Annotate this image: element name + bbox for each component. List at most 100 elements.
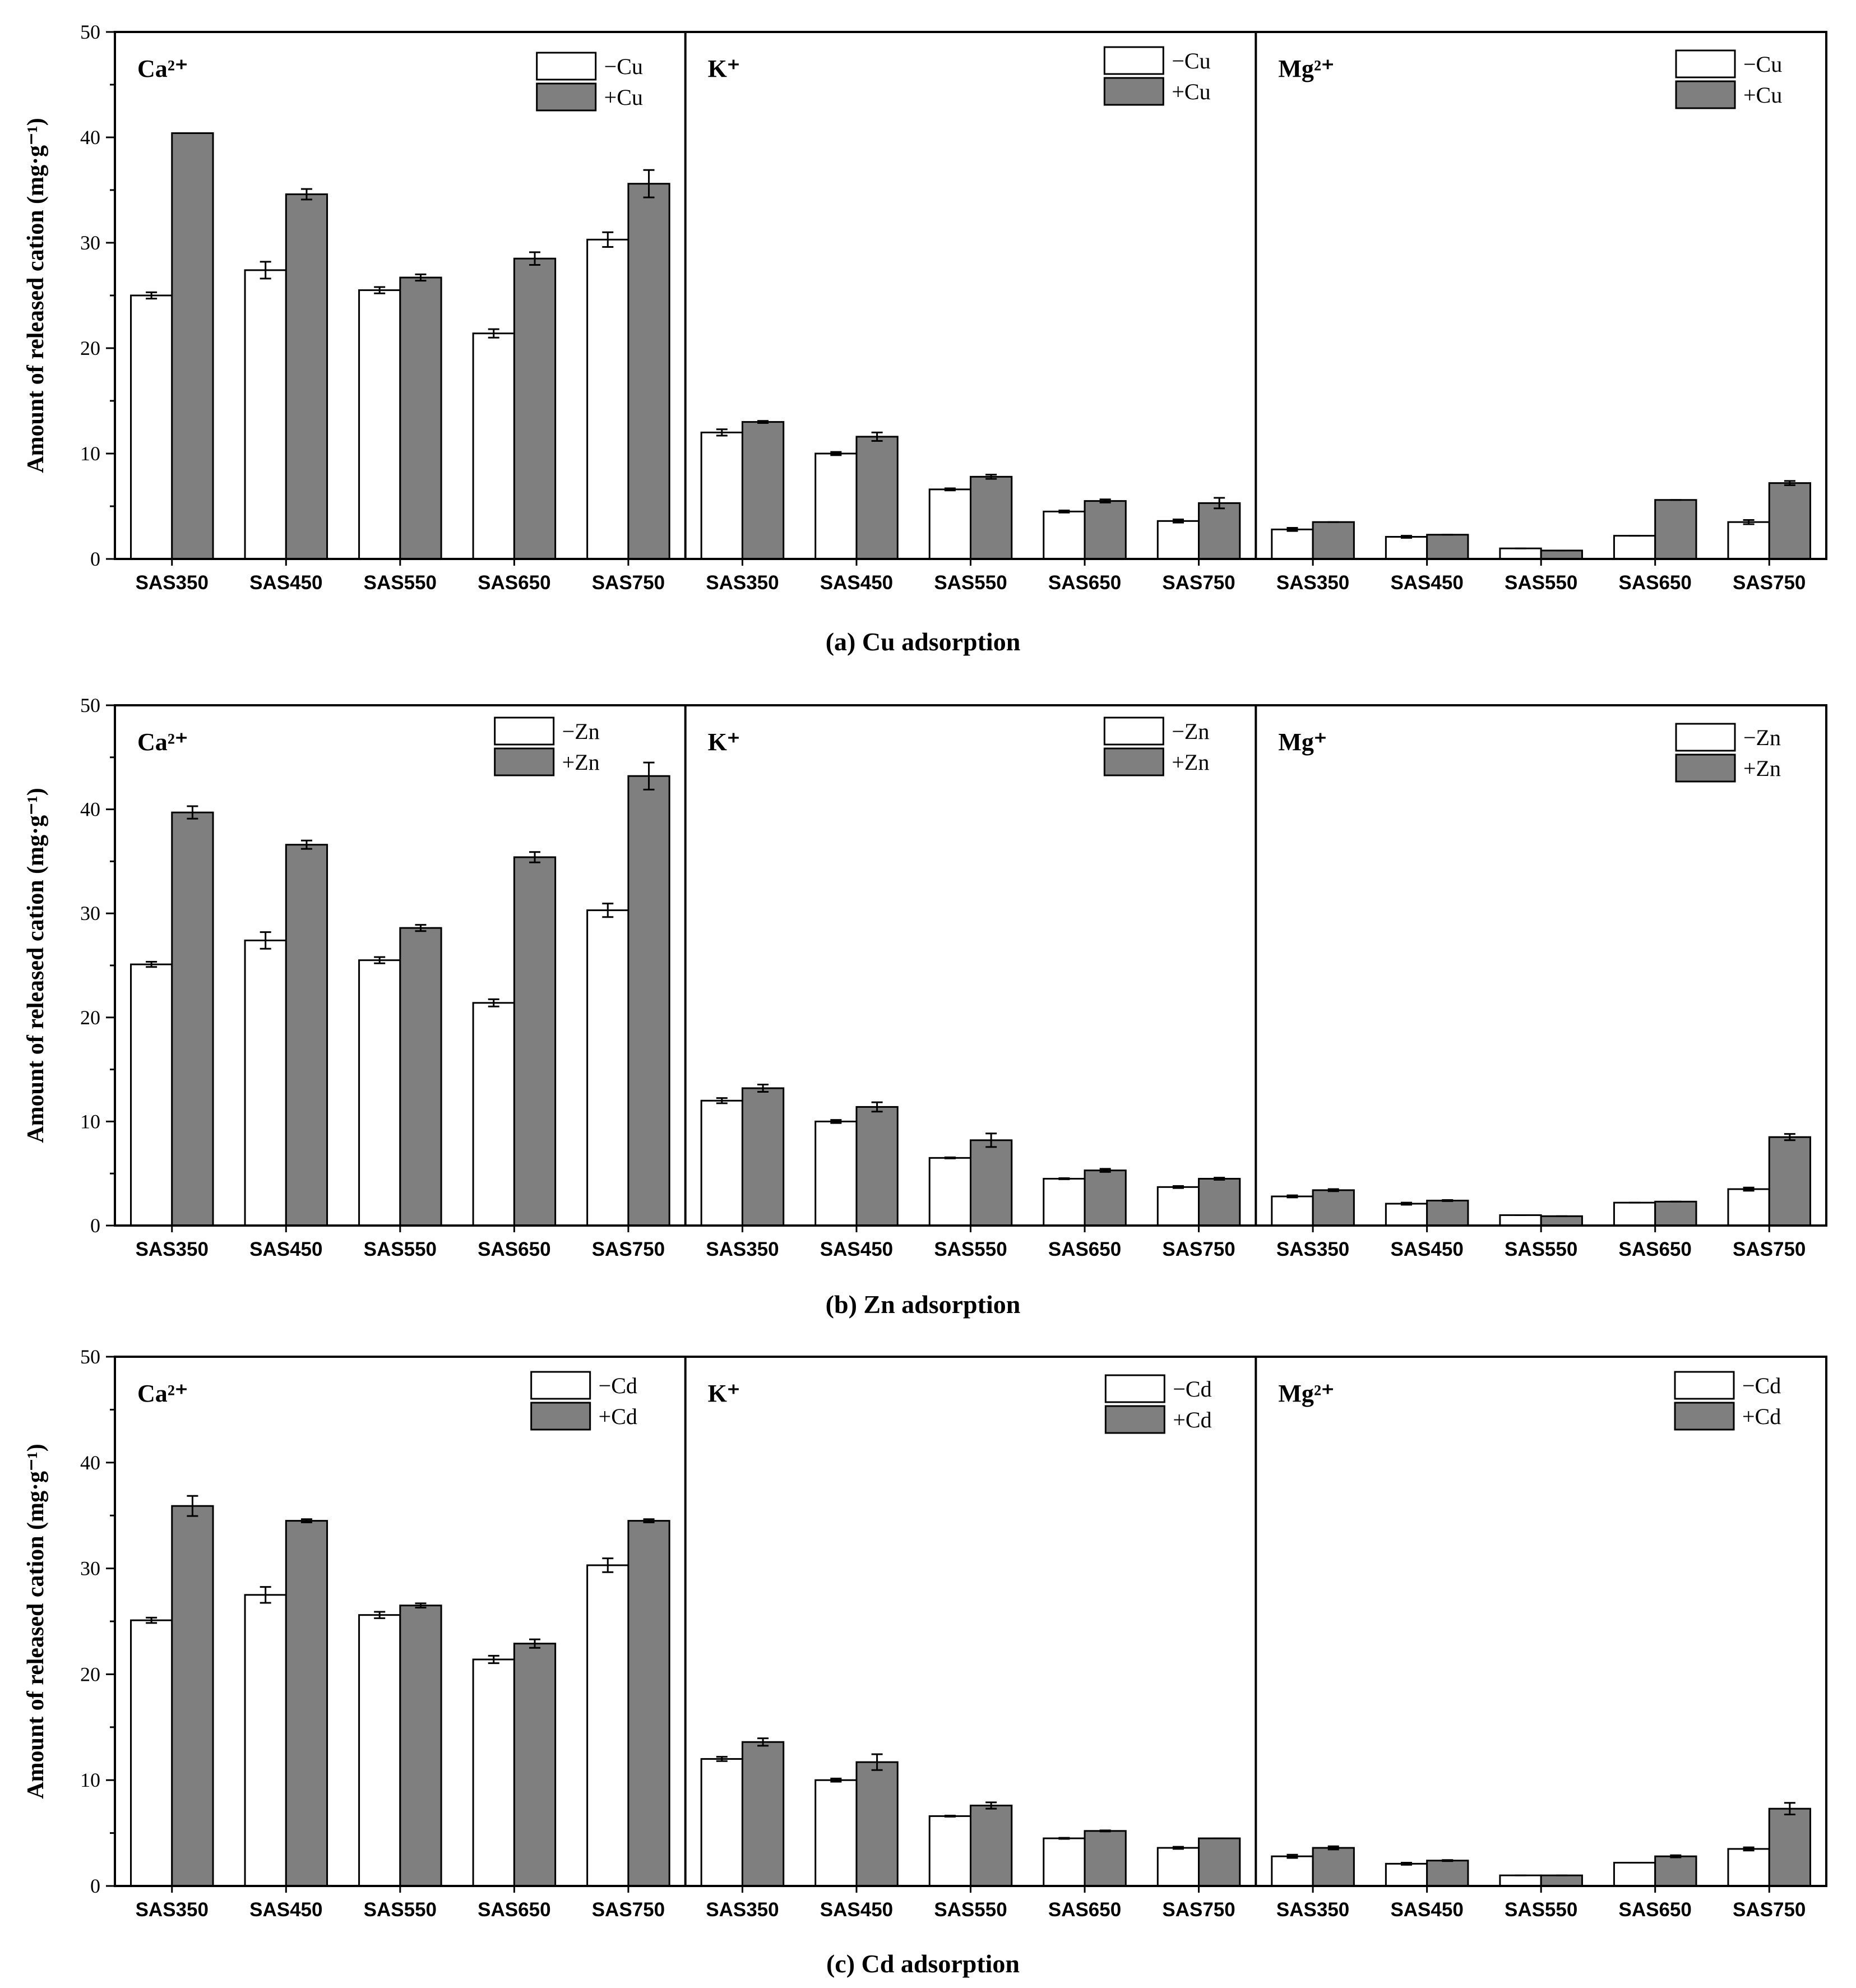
bar — [1540, 549, 1583, 560]
bar — [1385, 1862, 1428, 1887]
bar — [700, 1758, 743, 1887]
ion-label: K⁺ — [708, 728, 740, 756]
bar — [171, 811, 214, 1227]
legend-label: −Cu — [1743, 52, 1782, 77]
x-tick-label: SAS650 — [1619, 1899, 1692, 1921]
bar — [1198, 1177, 1241, 1227]
bar — [1654, 499, 1697, 560]
bar — [1385, 536, 1428, 560]
bar — [970, 1139, 1013, 1227]
legend-swatch — [1104, 1374, 1165, 1403]
ion-label: Ca²⁺ — [137, 1380, 188, 1407]
x-tick-label: SAS450 — [820, 1238, 893, 1260]
x-tick-label: SAS750 — [592, 1899, 665, 1921]
x-tick-label: SAS650 — [1619, 1238, 1692, 1260]
panel-3: SAS350 SAS450 SAS550 SAS650 SAS750 Mg²⁺ −Cu +Cu — [1255, 32, 1812, 594]
y-tick-label: 30 — [80, 232, 100, 254]
bar — [1312, 521, 1355, 560]
x-tick-label: SAS750 — [592, 1238, 665, 1260]
bar — [1043, 1837, 1086, 1887]
x-tick-label: SAS750 — [1733, 1238, 1806, 1260]
ion-label: Mg⁺ — [1278, 728, 1327, 756]
x-tick-label: SAS750 — [1162, 572, 1235, 594]
x-tick-label: SAS550 — [364, 572, 437, 594]
x-tick-label: SAS350 — [1276, 572, 1349, 594]
plot-frame — [114, 31, 1827, 560]
bar — [627, 1520, 670, 1887]
y-tick-label: 20 — [80, 1006, 100, 1029]
bar — [1654, 1855, 1697, 1887]
bar — [1198, 1837, 1241, 1887]
legend-swatch — [530, 1371, 591, 1400]
bar — [970, 1805, 1013, 1887]
ion-label: K⁺ — [708, 55, 740, 82]
y-tick-label: 40 — [80, 1451, 100, 1474]
y-tick-label: 50 — [80, 694, 100, 716]
bar — [285, 844, 328, 1227]
bar — [970, 475, 1013, 560]
x-tick-label: SAS350 — [136, 1238, 209, 1260]
legend-label: +Zn — [1743, 756, 1781, 781]
bar — [928, 1157, 972, 1227]
x-tick-label: SAS650 — [478, 1238, 550, 1260]
bar — [358, 959, 401, 1227]
bar — [700, 1099, 743, 1227]
bar — [627, 183, 670, 560]
ion-label: Ca²⁺ — [137, 728, 188, 756]
legend-label: −Cd — [1742, 1373, 1781, 1398]
legend-swatch — [1675, 80, 1736, 109]
bar — [1271, 1195, 1314, 1227]
x-tick-label: SAS450 — [820, 572, 893, 594]
bar — [1499, 547, 1542, 560]
legend-swatch — [1103, 46, 1164, 75]
bar — [244, 1594, 287, 1887]
legend-swatch — [536, 82, 597, 112]
y-tick-label: 40 — [80, 798, 100, 821]
panel-2: SAS350 SAS450 SAS550 SAS650 SAS750 K⁺ −Cu +Cu — [684, 32, 1241, 594]
bar — [1156, 520, 1200, 560]
x-tick-label: SAS350 — [136, 1899, 209, 1921]
bar — [586, 238, 630, 560]
bar — [1084, 500, 1127, 560]
y-tick-label: 10 — [80, 442, 100, 465]
x-tick-label: SAS450 — [1390, 1238, 1463, 1260]
y-tick-label: 50 — [80, 1346, 100, 1368]
legend-swatch — [1675, 723, 1736, 752]
legend-swatch — [1675, 753, 1736, 783]
panel-2: SAS350 SAS450 SAS550 SAS650 SAS750 K⁺ −Zn +Zn — [684, 705, 1241, 1260]
plot-frame — [114, 704, 1827, 1227]
legend-swatch — [536, 52, 597, 81]
x-tick-label: SAS550 — [1505, 1238, 1577, 1260]
x-tick-label: SAS550 — [1505, 572, 1577, 594]
bar — [472, 1658, 515, 1887]
ion-label: Mg²⁺ — [1278, 55, 1334, 82]
x-tick-label: SAS450 — [1390, 572, 1463, 594]
chart-caption: (c) Cd adsorption — [826, 1949, 1020, 1978]
legend-swatch — [1674, 1371, 1735, 1400]
bar — [1043, 510, 1086, 560]
y-tick-label: 10 — [80, 1769, 100, 1791]
legend-swatch — [494, 716, 555, 746]
bar — [1426, 1199, 1469, 1227]
bar — [472, 1002, 515, 1227]
chart-2: 0 10 20 30 40 50 Amount of released cation (mg… — [23, 694, 1827, 1319]
y-tick-label: 0 — [90, 548, 100, 570]
bar — [627, 775, 670, 1227]
legend-swatch — [1103, 747, 1164, 776]
bar — [1156, 1186, 1200, 1227]
legend-swatch — [1675, 49, 1736, 78]
bar — [928, 1815, 972, 1887]
bar — [129, 294, 173, 560]
panel-3: SAS350 SAS450 SAS550 SAS650 SAS750 Mg⁺ −Zn +Zn — [1255, 705, 1812, 1260]
legend-swatch — [1104, 1405, 1165, 1434]
bar — [513, 1643, 557, 1887]
bar — [1198, 502, 1241, 560]
y-tick-label: 40 — [80, 126, 100, 149]
legend-label: +Cd — [1173, 1407, 1211, 1432]
x-tick-label: SAS750 — [1733, 1899, 1806, 1921]
panel-1: SAS350 SAS450 SAS550 SAS650 SAS750 Ca²⁺ −Cu +Cu — [129, 52, 670, 594]
bar — [358, 289, 401, 560]
panel-1: SAS350 SAS450 SAS550 SAS650 SAS750 Ca²⁺ −Cd +Cd — [129, 1371, 670, 1921]
legend-label: +Zn — [562, 750, 600, 775]
bar — [171, 1505, 214, 1887]
